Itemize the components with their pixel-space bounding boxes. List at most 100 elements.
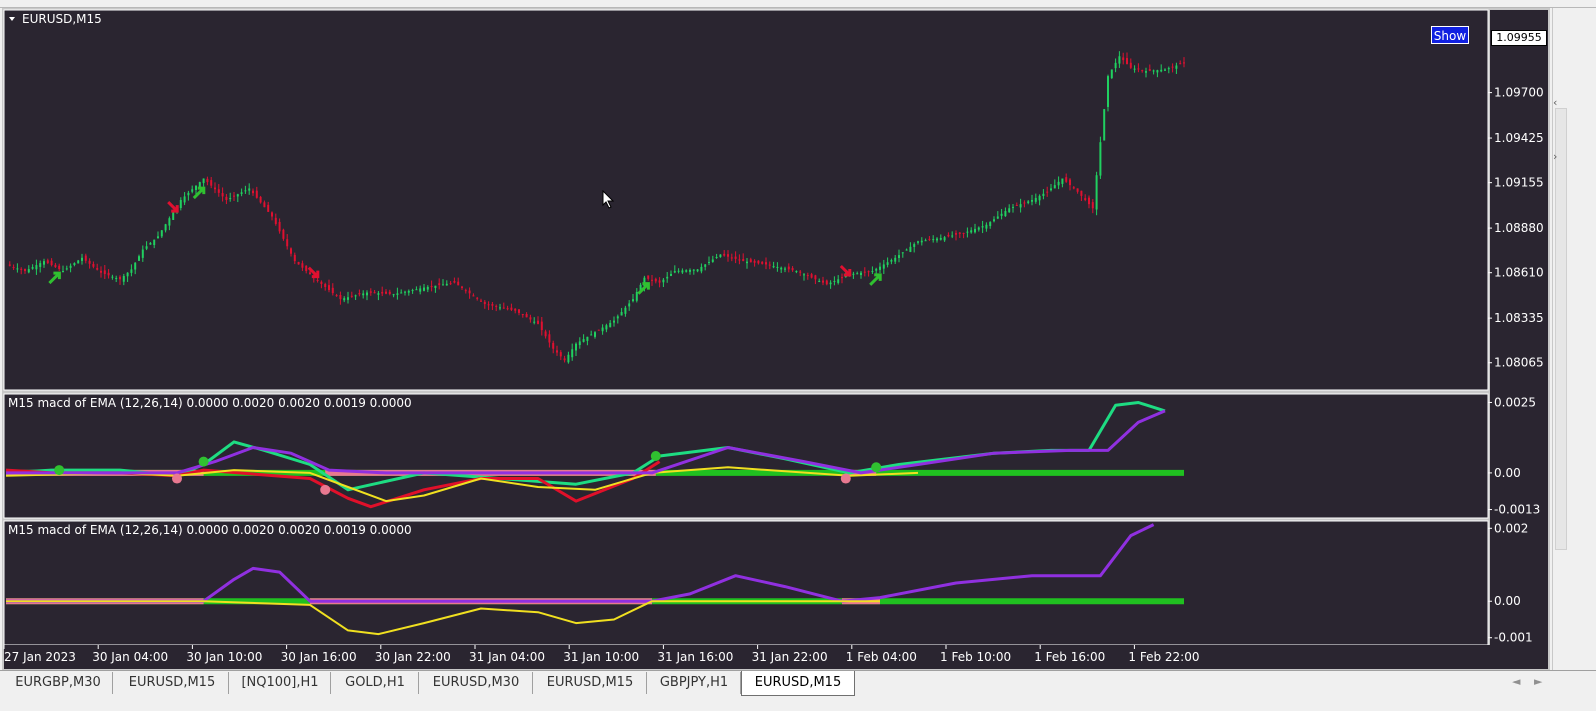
- indicator-axis-label: 0.00: [1494, 594, 1521, 608]
- price-candle-body: [354, 295, 357, 297]
- signal-dot: [198, 456, 209, 467]
- indicator-axis-label: -0.001: [1494, 631, 1533, 645]
- price-axis-background: [1490, 10, 1548, 645]
- price-candle-body: [1072, 187, 1075, 189]
- tab-eurusd-m15-active[interactable]: EURUSD,M15: [741, 671, 855, 696]
- price-candle-body: [206, 178, 209, 183]
- price-candle-body: [233, 195, 235, 197]
- price-candle-body: [69, 265, 72, 268]
- price-candle-body: [274, 217, 277, 224]
- price-candle-body: [369, 291, 372, 293]
- price-candle-body: [791, 268, 794, 271]
- price-candle-body: [601, 327, 604, 332]
- price-candle-body: [681, 270, 684, 273]
- price-candle-body: [248, 188, 251, 191]
- time-axis-label: 1 Feb 04:00: [846, 650, 917, 664]
- price-candle-body: [472, 295, 475, 297]
- price-candle-body: [495, 305, 498, 307]
- price-candle-body: [1088, 197, 1090, 205]
- tab-eurusd-m15-2[interactable]: EURUSD,M15: [534, 672, 647, 694]
- price-candle-body: [723, 253, 726, 256]
- price-candle-body: [297, 261, 300, 265]
- price-candle-body: [556, 350, 558, 353]
- price-candle-body: [221, 193, 224, 197]
- price-candle-body: [122, 276, 125, 282]
- price-candle-body: [1050, 188, 1052, 191]
- indicator-title: M15 macd of EMA (12,26,14) 0.0000 0.0020…: [8, 396, 412, 410]
- price-candle-body: [571, 349, 574, 358]
- price-candle-body: [605, 325, 608, 330]
- price-candle-body: [951, 235, 954, 237]
- price-candle-body: [259, 196, 262, 203]
- chart-window[interactable]: 1.09700 1.09425 1.09155 1.08880 1.08610 1.083…: [2, 8, 1550, 670]
- price-candle-body: [780, 267, 783, 270]
- price-candle-body: [404, 291, 406, 293]
- price-candle-body: [863, 271, 866, 273]
- tabs-scroll-right-icon[interactable]: ►: [1534, 675, 1543, 688]
- price-candle-body: [350, 295, 353, 297]
- price-candle-body: [400, 292, 403, 294]
- price-candle-body: [578, 341, 581, 346]
- scroll-right-arrow-icon[interactable]: ›: [1553, 150, 1558, 163]
- price-candle-body: [46, 260, 49, 264]
- chart-canvas[interactable]: 1.09700 1.09425 1.09155 1.08880 1.08610 1.083…: [2, 8, 1550, 670]
- price-candle-body: [39, 263, 42, 267]
- price-candle-body: [461, 286, 463, 288]
- chart-pane-2: [3, 393, 1489, 519]
- price-candle-body: [442, 284, 444, 286]
- price-candle-body: [335, 295, 338, 297]
- price-candle-body: [647, 275, 650, 279]
- price-candle-body: [502, 307, 505, 309]
- price-axis-label: 1.09425: [1494, 131, 1544, 145]
- price-candle-body: [1038, 195, 1041, 201]
- price-candle-body: [533, 321, 536, 323]
- price-candle-body: [1076, 188, 1079, 192]
- show-button[interactable]: Show: [1431, 26, 1469, 44]
- price-candle-body: [525, 313, 528, 318]
- tab-eurusd-m15[interactable]: EURUSD,M15: [116, 672, 229, 694]
- price-candle-body: [160, 230, 163, 237]
- tab-gbpjpy-h1[interactable]: GBPJPY,H1: [648, 672, 741, 694]
- time-axis-label: 31 Jan 22:00: [752, 650, 828, 664]
- price-candle-body: [871, 271, 874, 273]
- price-candle-body: [692, 269, 695, 271]
- price-candle-body: [1027, 201, 1030, 203]
- price-candle-body: [822, 280, 824, 283]
- price-candle-body: [799, 271, 802, 273]
- price-candle-body: [1004, 211, 1007, 217]
- price-candle-body: [111, 276, 114, 278]
- price-candle-body: [119, 276, 121, 280]
- price-candle-body: [1091, 202, 1094, 209]
- price-candle-body: [316, 279, 319, 281]
- indicator-axis-label: 0.0025: [1494, 395, 1536, 409]
- price-candle-body: [81, 257, 83, 261]
- price-candle-body: [1179, 63, 1182, 65]
- price-candle-body: [700, 266, 703, 272]
- tab-gold-h1[interactable]: GOLD,H1: [332, 672, 419, 694]
- price-candle-body: [84, 255, 87, 261]
- price-candle-body: [936, 238, 938, 241]
- price-candle-body: [1137, 68, 1140, 70]
- price-candle-body: [704, 264, 707, 267]
- tab-eurgbp-m30[interactable]: EURGBP,M30: [4, 672, 113, 694]
- price-candle-body: [1061, 178, 1064, 184]
- price-candle-body: [92, 264, 95, 267]
- scrollbar-thumb[interactable]: [1555, 108, 1567, 550]
- price-candle-body: [620, 312, 623, 316]
- tabs-scroll-left-icon[interactable]: ◄: [1512, 675, 1521, 688]
- price-candle-body: [1034, 197, 1037, 202]
- price-candle-body: [141, 249, 144, 258]
- scroll-up-arrow-icon[interactable]: ‹: [1553, 96, 1558, 109]
- tab-nq100-h1[interactable]: [NQ100],H1: [230, 672, 331, 694]
- price-candle-body: [875, 268, 878, 271]
- mouse-cursor-icon: [602, 190, 615, 209]
- tab-eurusd-m30[interactable]: EURUSD,M30: [420, 672, 533, 694]
- vertical-scrollbar[interactable]: [1552, 8, 1567, 670]
- price-candle-body: [464, 290, 467, 292]
- price-candle-body: [776, 266, 779, 268]
- top-toolbar-strip: [0, 0, 1596, 8]
- price-candle-body: [628, 303, 631, 307]
- price-candle-body: [901, 252, 904, 254]
- price-candle-body: [666, 276, 669, 279]
- price-candle-body: [932, 239, 935, 241]
